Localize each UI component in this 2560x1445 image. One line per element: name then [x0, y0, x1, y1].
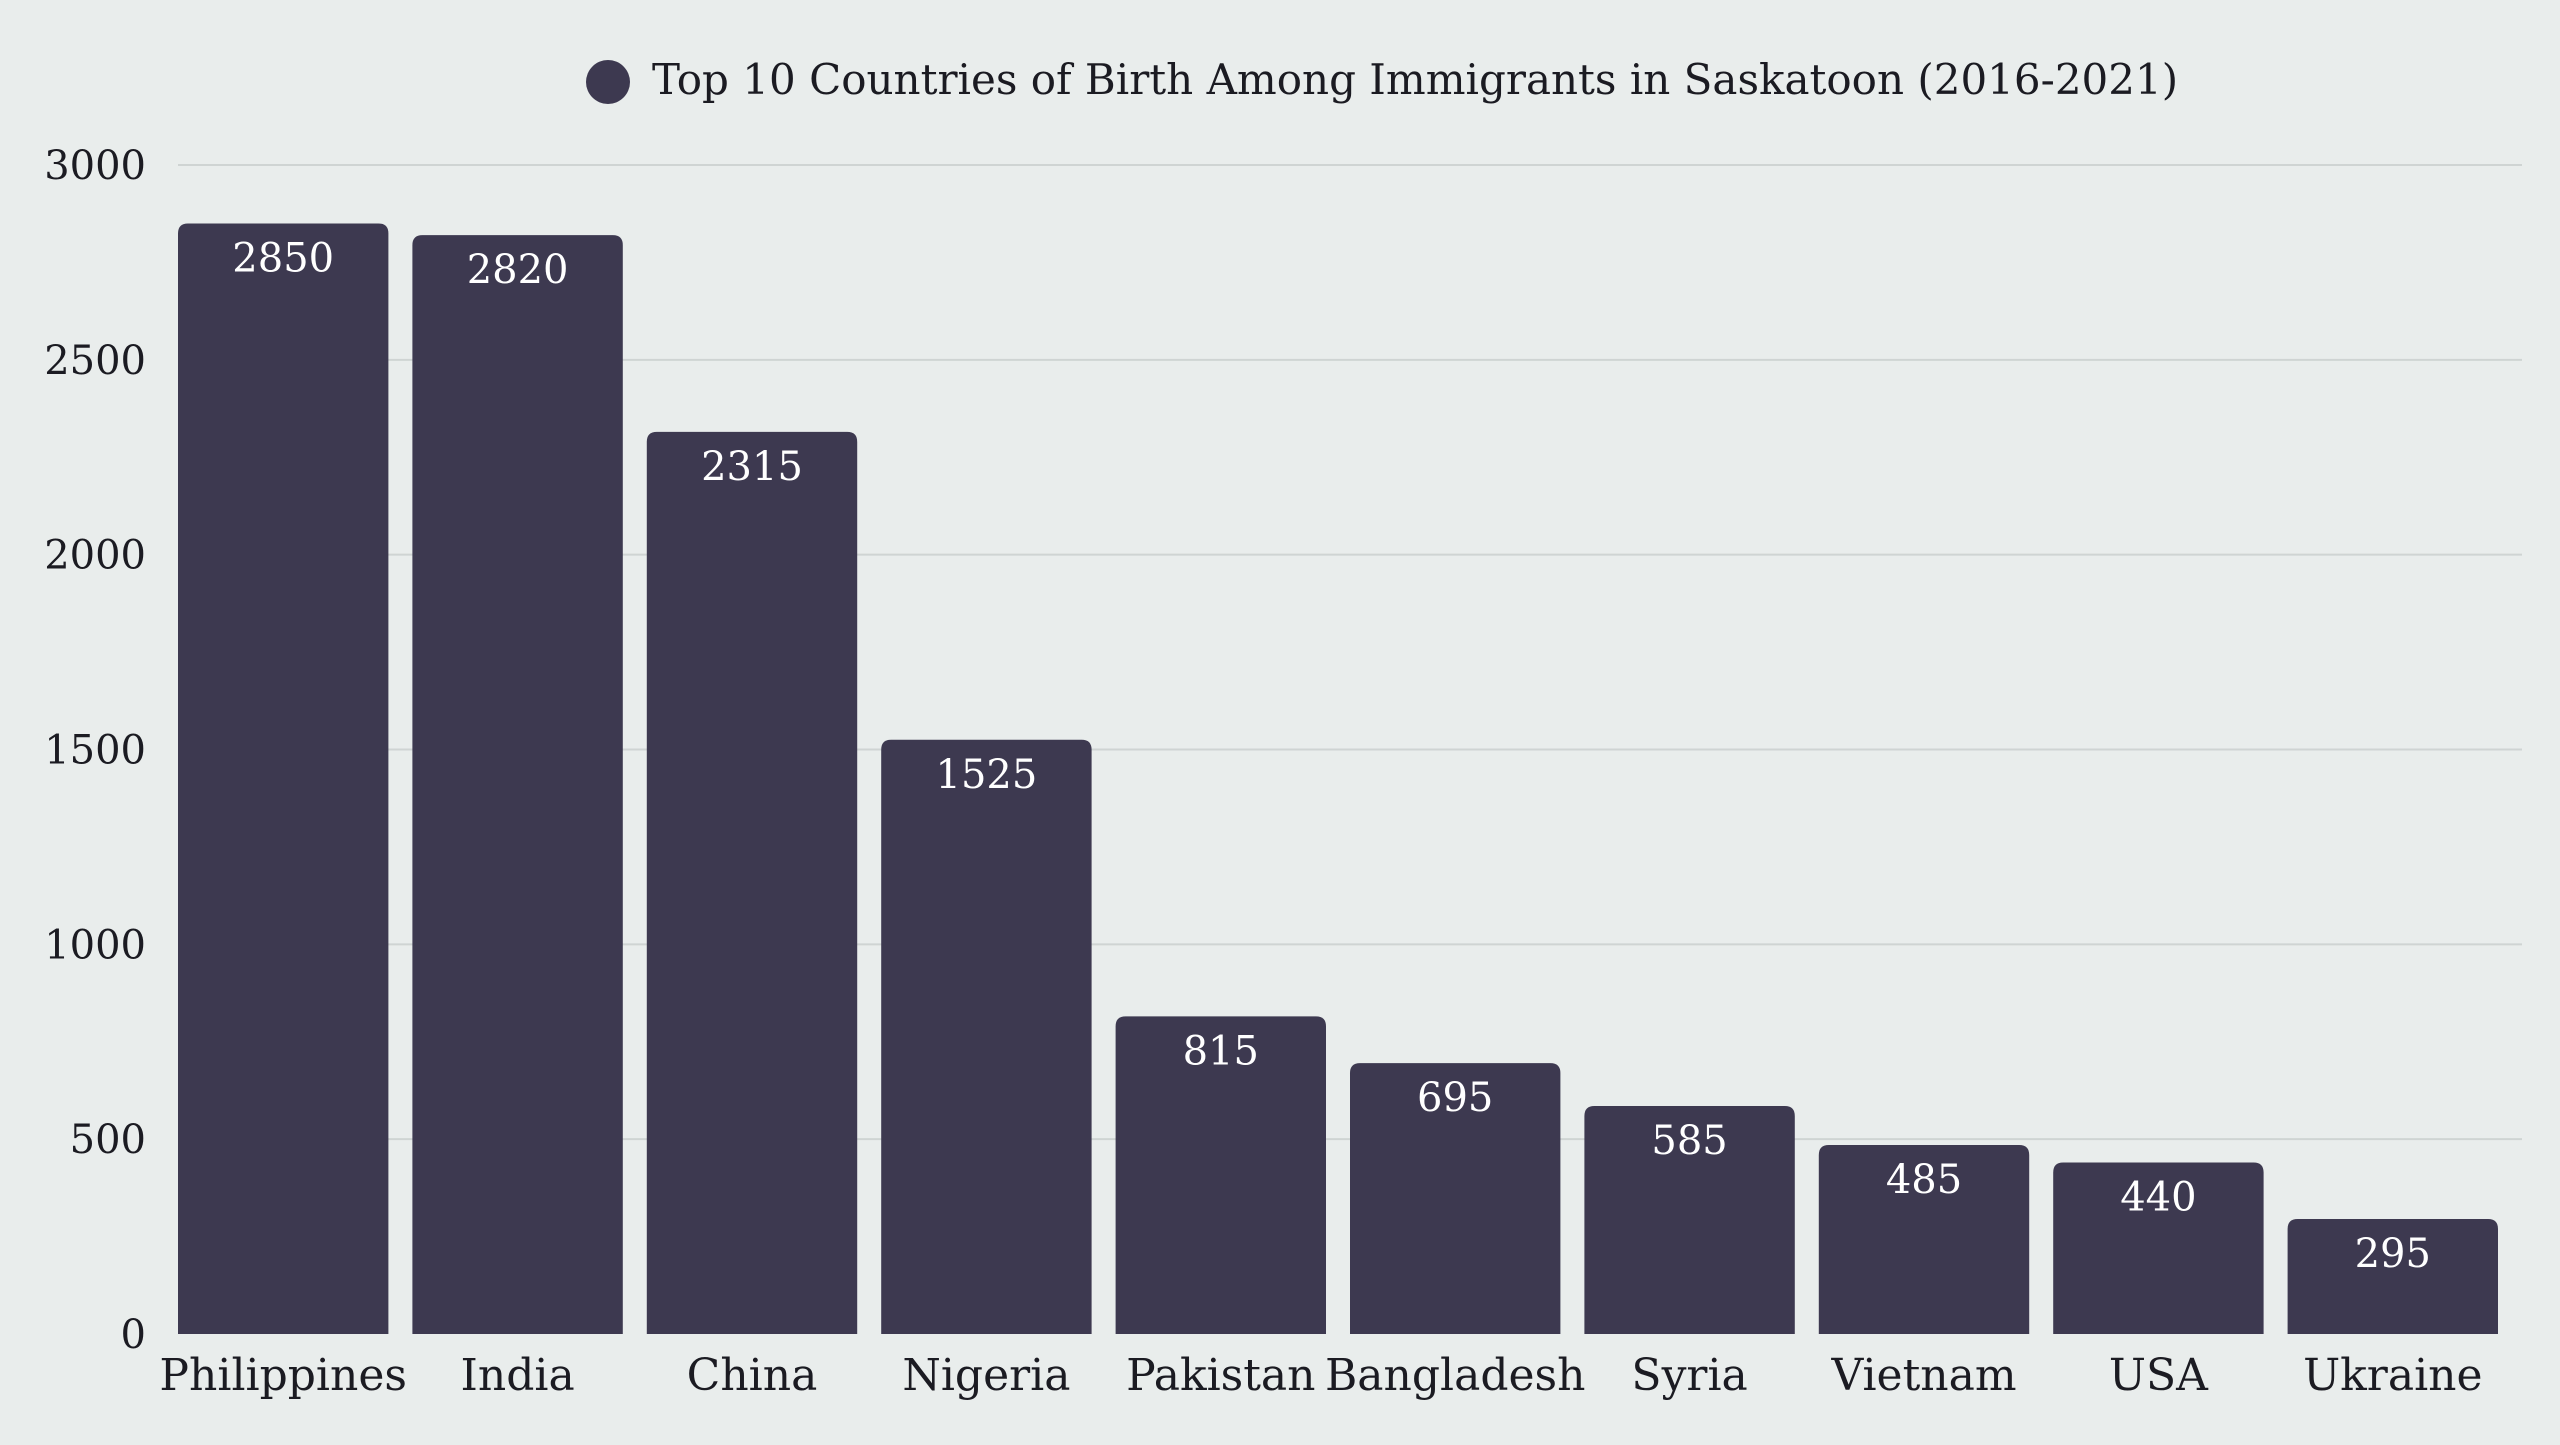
value-label-philippines: 2850: [232, 235, 334, 281]
value-label-usa: 440: [2120, 1175, 2196, 1221]
value-label-china: 2315: [701, 444, 803, 490]
legend-marker: [586, 60, 630, 104]
bar-bangladesh[interactable]: [1350, 1063, 1561, 1334]
x-axis-labels: Philippines India China Nigeria Pakistan Bang…: [159, 1350, 2482, 1401]
value-label-india: 2820: [467, 247, 569, 293]
x-tick-label-usa: USA: [2109, 1350, 2209, 1401]
bar-china[interactable]: [646, 431, 858, 1335]
bar-nigeria[interactable]: [881, 739, 1092, 1334]
bar-philippines[interactable]: [178, 223, 389, 1335]
y-tick-label: 1500: [44, 728, 146, 774]
x-tick-label-india: India: [460, 1350, 574, 1401]
value-label-ukraine: 295: [2355, 1231, 2431, 1277]
value-label-syria: 585: [1651, 1118, 1727, 1164]
x-tick-label-vietnam: Vietnam: [1830, 1350, 2016, 1401]
y-tick-label: 1000: [44, 922, 146, 968]
y-tick-label: 2500: [44, 338, 146, 384]
x-tick-label-syria: Syria: [1631, 1350, 1747, 1401]
y-tick-label: 2000: [44, 533, 146, 579]
bars: [178, 223, 2498, 1335]
x-tick-label-philippines: Philippines: [159, 1350, 407, 1401]
bar-pakistan[interactable]: [1115, 1016, 1326, 1334]
legend[interactable]: Top 10 Countries of Birth Among Immigran…: [586, 55, 2178, 104]
x-tick-label-nigeria: Nigeria: [902, 1350, 1070, 1401]
value-label-nigeria: 1525: [936, 752, 1038, 798]
y-tick-label: 3000: [44, 143, 146, 189]
bar-syria[interactable]: [1584, 1106, 1795, 1334]
x-tick-label-bangladesh: Bangladesh: [1325, 1350, 1586, 1401]
value-label-vietnam: 485: [1886, 1157, 1962, 1203]
value-labels: 2850 2820 2315 1525 815 695 585 485 440 295: [232, 235, 2431, 1277]
bar-ukraine[interactable]: [2287, 1219, 2498, 1334]
bar-india[interactable]: [412, 235, 623, 1334]
x-tick-label-ukraine: Ukraine: [2303, 1350, 2482, 1401]
x-tick-label-china: China: [687, 1350, 818, 1401]
y-tick-label: 0: [121, 1312, 146, 1358]
y-axis-ticks: 0 500 1000 1500 2000 2500 3000: [44, 143, 146, 1358]
value-label-bangladesh: 695: [1417, 1075, 1493, 1121]
value-label-pakistan: 815: [1183, 1028, 1259, 1074]
y-tick-label: 500: [70, 1117, 146, 1163]
bar-usa[interactable]: [2053, 1162, 2264, 1334]
bar-vietnam[interactable]: [1818, 1145, 2030, 1334]
x-tick-label-pakistan: Pakistan: [1126, 1350, 1315, 1401]
legend-label: Top 10 Countries of Birth Among Immigran…: [652, 55, 2178, 104]
